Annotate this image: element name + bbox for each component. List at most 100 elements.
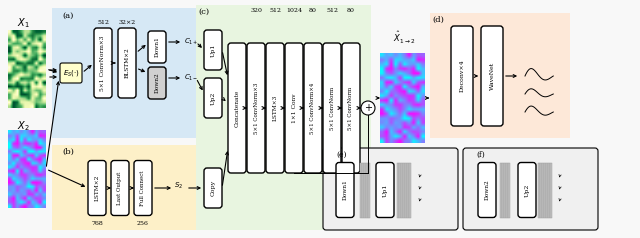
Text: $S_2$: $S_2$ [174, 181, 183, 191]
Bar [506, 163, 508, 218]
Bar [407, 163, 408, 218]
Text: Concatenate: Concatenate [234, 89, 239, 127]
Bar [508, 163, 509, 218]
Text: 5×1 ConvNorm: 5×1 ConvNorm [349, 86, 353, 130]
Text: 80: 80 [347, 8, 355, 13]
Text: 1×1 Conv: 1×1 Conv [291, 93, 296, 123]
Text: Last Output: Last Output [118, 171, 122, 205]
FancyBboxPatch shape [204, 168, 222, 208]
Text: Down1: Down1 [342, 179, 348, 200]
FancyBboxPatch shape [111, 160, 129, 215]
Text: 80: 80 [309, 8, 317, 13]
Text: 512: 512 [269, 8, 281, 13]
FancyBboxPatch shape [304, 43, 322, 173]
Text: (f): (f) [476, 151, 484, 159]
FancyBboxPatch shape [451, 26, 473, 126]
Text: BLSTM×2: BLSTM×2 [125, 48, 129, 78]
Text: 5×1 ConvNorm: 5×1 ConvNorm [330, 86, 335, 130]
Bar [364, 163, 365, 218]
FancyBboxPatch shape [342, 43, 360, 173]
Text: Up2: Up2 [211, 91, 216, 105]
Text: $C_{1+}$: $C_{1+}$ [184, 37, 198, 47]
FancyBboxPatch shape [266, 43, 284, 173]
Text: 32×2: 32×2 [118, 20, 136, 25]
Text: $\hat{X}_{1\to2}$: $\hat{X}_{1\to2}$ [393, 30, 415, 46]
FancyBboxPatch shape [518, 163, 536, 218]
Text: WaveNet: WaveNet [490, 62, 495, 90]
Text: $C_{1-}$: $C_{1-}$ [184, 73, 198, 83]
Bar [399, 163, 401, 218]
Text: Deconv×4: Deconv×4 [460, 60, 465, 92]
Bar [368, 163, 369, 218]
Text: Up2: Up2 [525, 183, 529, 197]
Bar [548, 163, 550, 218]
Text: LSTM×2: LSTM×2 [95, 175, 99, 201]
Text: Full Connect: Full Connect [141, 170, 145, 206]
Bar [430, 13, 570, 138]
Text: (c): (c) [198, 8, 209, 16]
Bar [538, 163, 540, 218]
Text: Copy: Copy [211, 180, 216, 196]
Bar [550, 163, 552, 218]
FancyBboxPatch shape [478, 163, 496, 218]
FancyBboxPatch shape [148, 31, 166, 63]
Text: Down2: Down2 [484, 180, 490, 200]
Bar [546, 163, 547, 218]
Text: (a): (a) [62, 12, 74, 20]
Text: +: + [364, 103, 372, 113]
Text: 768: 768 [91, 221, 103, 226]
Text: (d): (d) [432, 16, 444, 24]
Bar [196, 5, 371, 230]
Circle shape [361, 101, 375, 115]
FancyBboxPatch shape [336, 163, 354, 218]
Bar [366, 163, 367, 218]
Text: $X_2$: $X_2$ [17, 119, 29, 133]
FancyBboxPatch shape [481, 26, 503, 126]
FancyBboxPatch shape [376, 163, 394, 218]
Text: $X_1$: $X_1$ [17, 16, 29, 30]
Text: LSTM×3: LSTM×3 [273, 95, 278, 121]
Bar [409, 163, 410, 218]
Text: Up1: Up1 [383, 183, 387, 197]
Bar [360, 163, 362, 218]
FancyBboxPatch shape [323, 43, 341, 173]
Bar [405, 163, 406, 218]
Text: Down2: Down2 [154, 73, 159, 93]
FancyBboxPatch shape [204, 78, 222, 118]
Text: 1024: 1024 [286, 8, 302, 13]
FancyBboxPatch shape [228, 43, 246, 173]
Text: 256: 256 [137, 221, 149, 226]
FancyBboxPatch shape [148, 67, 166, 99]
Bar [362, 163, 364, 218]
FancyBboxPatch shape [463, 148, 598, 230]
Bar [403, 163, 404, 218]
Bar [52, 145, 207, 230]
Bar [500, 163, 502, 218]
Text: 5×1 ConvNorm×3: 5×1 ConvNorm×3 [100, 35, 106, 91]
Bar [502, 163, 504, 218]
FancyBboxPatch shape [134, 160, 152, 215]
Text: $E_S(\cdot)$: $E_S(\cdot)$ [63, 68, 79, 78]
Bar [544, 163, 545, 218]
Text: 512: 512 [97, 20, 109, 25]
FancyBboxPatch shape [88, 160, 106, 215]
Text: (b): (b) [62, 148, 74, 156]
Bar [397, 163, 399, 218]
Text: 5×1 ConvNorm×4: 5×1 ConvNorm×4 [310, 82, 316, 134]
Text: 5×1 ConvNorm×3: 5×1 ConvNorm×3 [253, 82, 259, 134]
Text: Up1: Up1 [211, 43, 216, 57]
FancyBboxPatch shape [60, 63, 82, 83]
Text: 320: 320 [250, 8, 262, 13]
FancyBboxPatch shape [323, 148, 458, 230]
Text: 512: 512 [326, 8, 338, 13]
Bar [52, 8, 207, 138]
FancyBboxPatch shape [285, 43, 303, 173]
FancyBboxPatch shape [204, 30, 222, 70]
Bar [401, 163, 403, 218]
Text: (e): (e) [336, 151, 346, 159]
FancyBboxPatch shape [118, 28, 136, 98]
Text: Down1: Down1 [154, 37, 159, 57]
Bar [504, 163, 506, 218]
FancyBboxPatch shape [247, 43, 265, 173]
Bar [542, 163, 543, 218]
